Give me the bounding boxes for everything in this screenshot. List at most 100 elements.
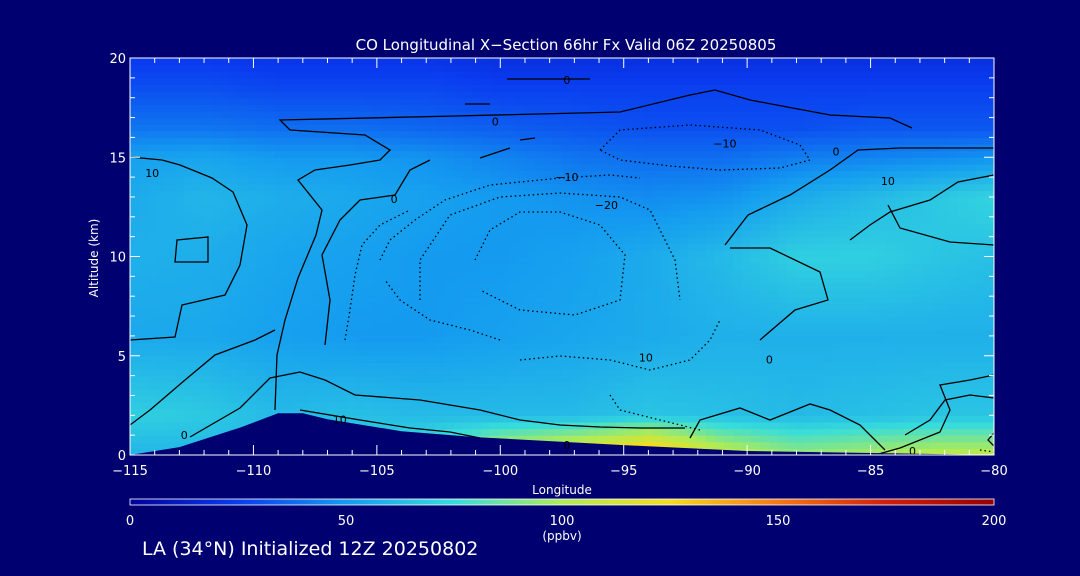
heat-cell — [220, 256, 230, 264]
heat-cell — [697, 84, 707, 92]
heat-cell — [265, 104, 275, 112]
heat-cell — [283, 223, 293, 231]
heat-cell — [634, 428, 644, 436]
heat-cell — [175, 243, 185, 251]
heat-cell — [805, 64, 815, 72]
heat-cell — [697, 249, 707, 258]
heat-cell — [355, 395, 365, 403]
heat-cell — [760, 243, 770, 251]
heat-cell — [517, 130, 527, 138]
heat-cell — [769, 97, 779, 105]
heat-cell — [220, 124, 230, 132]
heat-cell — [238, 269, 248, 277]
heat-cell — [130, 415, 140, 423]
heat-cell — [697, 349, 707, 357]
heat-cell — [787, 408, 797, 416]
heat-cell — [760, 309, 770, 317]
heat-cell — [265, 263, 275, 271]
heat-cell — [175, 362, 185, 370]
heat-cell — [175, 77, 185, 86]
heat-cell — [823, 263, 833, 271]
heat-cell — [130, 289, 140, 297]
heat-cell — [733, 375, 743, 383]
heat-cell — [355, 269, 365, 277]
heat-cell — [859, 269, 869, 277]
heat-cell — [184, 435, 194, 443]
heat-cell — [220, 309, 230, 317]
heat-cell — [355, 388, 365, 397]
heat-cell — [679, 269, 689, 277]
heat-cell — [706, 342, 716, 350]
heat-cell — [751, 210, 761, 218]
heat-cell — [355, 302, 365, 311]
heat-cell — [589, 388, 599, 397]
heat-cell — [571, 269, 581, 277]
heat-cell — [409, 236, 419, 244]
heat-cell — [400, 104, 410, 112]
heat-cell — [463, 203, 473, 211]
heat-cell — [598, 349, 608, 357]
heat-cell — [364, 249, 374, 258]
heat-cell — [301, 296, 311, 304]
heat-cell — [148, 349, 158, 357]
heat-cell — [805, 104, 815, 112]
heat-cell — [823, 428, 833, 436]
heat-cell — [436, 183, 446, 191]
heat-cell — [616, 97, 626, 105]
heat-cell — [724, 64, 734, 72]
heat-cell — [400, 368, 410, 377]
heat-cell — [373, 415, 383, 423]
heat-cell — [130, 230, 140, 238]
heat-cell — [751, 256, 761, 264]
heat-cell — [553, 435, 563, 443]
heat-cell — [364, 144, 374, 152]
heat-cell — [373, 322, 383, 330]
heat-cell — [526, 236, 536, 244]
heat-cell — [616, 362, 626, 370]
heat-cell — [454, 64, 464, 72]
heat-cell — [535, 402, 545, 410]
heat-cell — [436, 388, 446, 397]
heat-cell — [706, 282, 716, 291]
heat-cell — [517, 71, 527, 79]
heat-cell — [625, 97, 635, 105]
heat-cell — [724, 137, 734, 145]
heat-cell — [229, 375, 239, 383]
heat-cell — [463, 388, 473, 397]
heat-cell — [463, 335, 473, 344]
heat-cell — [823, 441, 833, 449]
heat-cell — [328, 382, 338, 390]
heat-cell — [220, 428, 230, 436]
heat-cell — [580, 77, 590, 86]
heat-cell — [670, 388, 680, 397]
heat-cell — [247, 395, 257, 403]
heat-cell — [472, 402, 482, 410]
heat-cell — [265, 322, 275, 330]
heat-cell — [751, 77, 761, 86]
heat-cell — [454, 150, 464, 158]
heat-cell — [436, 236, 446, 244]
heat-cell — [283, 342, 293, 350]
heat-cell — [319, 408, 329, 416]
heat-cell — [400, 210, 410, 218]
heat-cell — [130, 84, 140, 92]
heat-cell — [823, 349, 833, 357]
heat-cell — [634, 435, 644, 443]
heat-cell — [787, 441, 797, 449]
heat-cell — [373, 355, 383, 363]
heat-cell — [589, 91, 599, 99]
heat-cell — [580, 256, 590, 264]
heat-cell — [868, 349, 878, 357]
heat-cell — [562, 216, 572, 225]
heat-cell — [175, 71, 185, 79]
heat-cell — [598, 263, 608, 271]
heat-cell — [130, 110, 140, 119]
heat-cell — [274, 355, 284, 363]
heat-cell — [508, 130, 518, 138]
heat-cell — [157, 230, 167, 238]
heat-cell — [562, 196, 572, 205]
heat-cell — [643, 269, 653, 277]
heat-cell — [670, 408, 680, 416]
heat-cell — [139, 296, 149, 304]
heat-cell — [679, 316, 689, 324]
